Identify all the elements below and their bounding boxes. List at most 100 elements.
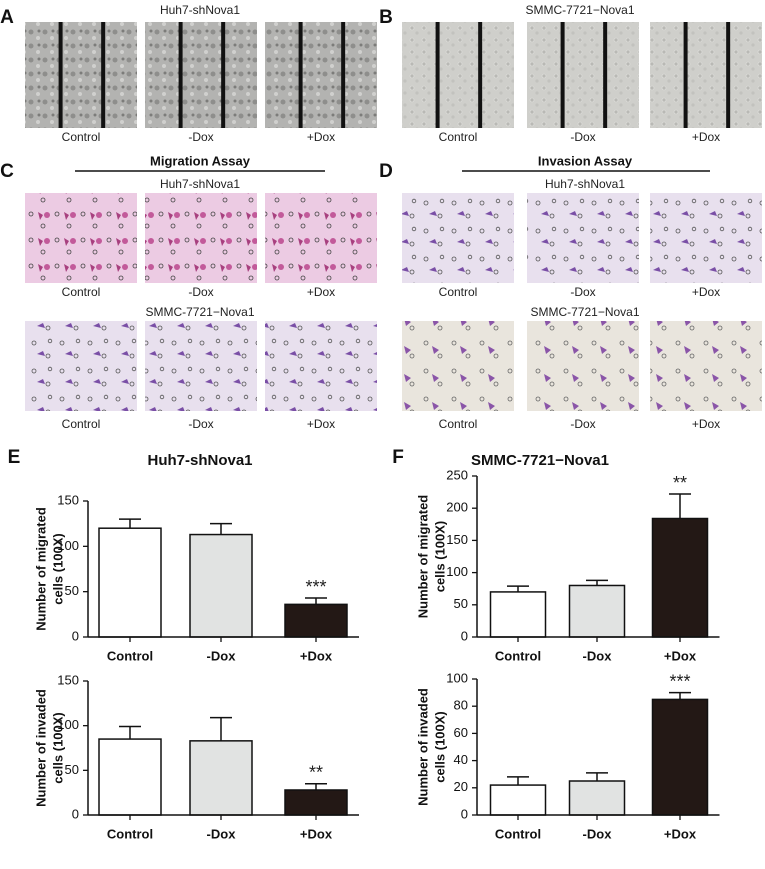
image-caption: -Dox [188, 285, 213, 299]
y-tick-label: 100 [57, 717, 79, 732]
y-tick-label: 100 [446, 564, 468, 579]
bar [489, 784, 547, 816]
y-axis-label: Number of invaded [415, 688, 430, 806]
y-tick-label: 0 [72, 806, 79, 821]
bar [98, 738, 162, 816]
significance-label: ** [309, 762, 323, 782]
scratch-edge [683, 22, 688, 128]
x-tick-label: Control [107, 826, 153, 841]
y-tick-label: 150 [57, 492, 79, 507]
x-tick-label: Control [107, 648, 153, 663]
image-caption: Control [62, 417, 101, 431]
image-caption: -Dox [188, 417, 213, 431]
x-tick-label: -Dox [583, 826, 613, 841]
y-tick-label: 150 [446, 532, 468, 547]
error-bar [507, 585, 529, 592]
error-bar [669, 493, 691, 519]
panel-letter: A [0, 7, 14, 28]
y-tick-label: 250 [446, 467, 468, 482]
error-bar [210, 522, 232, 535]
panel-title: Huh7-shNova1 [160, 3, 240, 17]
micrograph [650, 193, 762, 283]
scratch-edge [478, 22, 483, 128]
image-caption: -Dox [570, 285, 595, 299]
panel-title: SMMC-7721−Nova1 [525, 3, 634, 17]
micrograph [145, 321, 257, 411]
significance-label: ** [673, 473, 687, 493]
y-tick-label: 200 [446, 500, 468, 515]
image-caption: +Dox [692, 130, 720, 144]
y-tick-label: 150 [57, 672, 79, 687]
micrograph [145, 22, 257, 128]
y-tick-label: 60 [454, 725, 468, 740]
micrograph [145, 193, 257, 283]
scratch-edge [298, 22, 303, 128]
y-tick-label: 0 [72, 628, 79, 643]
assay-title: Invasion Assay [538, 153, 633, 168]
x-tick-label: +Dox [300, 826, 333, 841]
image-caption: +Dox [307, 285, 335, 299]
chart-title: Huh7-shNova1 [147, 452, 252, 469]
x-tick-label: Control [495, 826, 541, 841]
panel-letter: E [8, 447, 21, 468]
x-tick-label: +Dox [664, 826, 697, 841]
y-axis-label: cells (100X) [432, 521, 447, 593]
image-caption: +Dox [307, 130, 335, 144]
micrograph [650, 321, 762, 411]
image-caption: Control [62, 130, 101, 144]
y-axis-label: Number of invaded [33, 689, 48, 807]
panel-letter: C [0, 161, 14, 182]
y-axis-label: Number of migrated [33, 507, 48, 631]
scratch-edge [560, 22, 565, 128]
error-bar [305, 782, 327, 790]
x-tick-label: -Dox [207, 826, 237, 841]
x-tick-label: +Dox [664, 648, 697, 663]
x-tick-label: +Dox [300, 648, 333, 663]
image-caption: +Dox [692, 285, 720, 299]
y-tick-label: 50 [65, 762, 79, 777]
error-bar [210, 716, 232, 741]
y-axis-label: Number of migrated [415, 495, 430, 619]
y-axis-label: cells (100X) [50, 712, 65, 784]
image-caption: Control [62, 285, 101, 299]
scratch-edge [101, 22, 106, 128]
micrograph [527, 193, 639, 283]
row-title: Huh7-shNova1 [545, 177, 625, 191]
bar [284, 603, 348, 638]
bar [651, 517, 709, 638]
bar [189, 740, 253, 816]
scratch-edge [221, 22, 226, 128]
y-tick-label: 0 [461, 806, 468, 821]
row-title: Huh7-shNova1 [160, 177, 240, 191]
micrograph [527, 321, 639, 411]
error-bar [119, 725, 141, 740]
micrograph [265, 321, 377, 411]
micrograph [527, 22, 639, 128]
image-caption: -Dox [188, 130, 213, 144]
bar [98, 527, 162, 638]
scratch-edge [435, 22, 440, 128]
bar [568, 584, 626, 638]
micrograph [25, 22, 137, 128]
bar [651, 698, 709, 816]
scratch-edge [58, 22, 63, 128]
bar [189, 533, 253, 638]
y-tick-label: 100 [57, 538, 79, 553]
chart-title: SMMC-7721−Nova1 [471, 452, 609, 469]
x-tick-label: Control [495, 648, 541, 663]
micrograph [402, 193, 514, 283]
image-caption: -Dox [570, 130, 595, 144]
scratch-edge [341, 22, 346, 128]
micrograph [265, 193, 377, 283]
bar [489, 591, 547, 638]
y-tick-label: 40 [454, 752, 468, 767]
micrograph [265, 22, 377, 128]
y-tick-label: 80 [454, 698, 468, 713]
micrograph [25, 321, 137, 411]
micrograph [402, 22, 514, 128]
bar [284, 789, 348, 816]
significance-label: *** [305, 577, 326, 597]
image-caption: Control [439, 285, 478, 299]
micrograph [402, 321, 514, 411]
